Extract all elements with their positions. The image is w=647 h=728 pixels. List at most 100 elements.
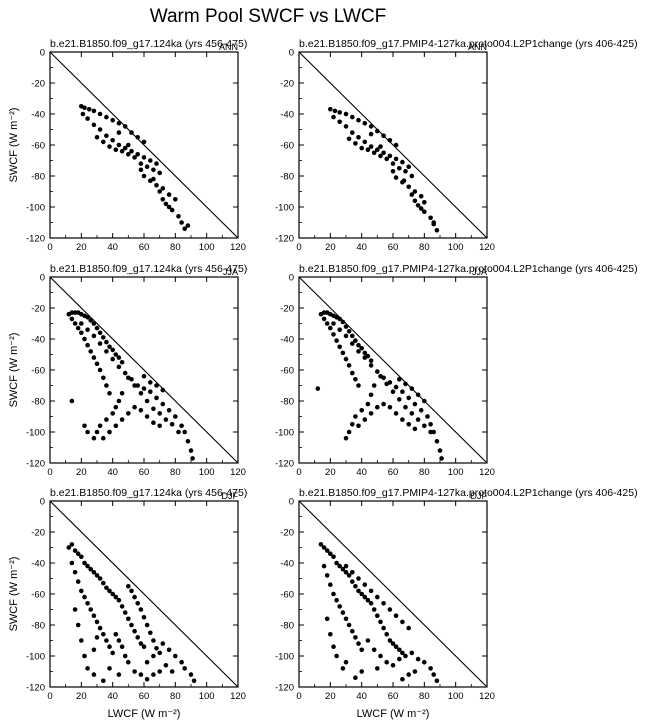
- data-point: [104, 417, 109, 422]
- panel-title: b.e21.B1850.f09_g17.PMIP4-127ka.proto004…: [299, 38, 638, 50]
- data-point: [135, 135, 140, 140]
- data-point: [110, 117, 115, 123]
- x-tick-label: 0: [47, 691, 52, 702]
- data-point: [428, 422, 433, 427]
- data-point: [91, 613, 97, 618]
- data-point: [406, 625, 412, 631]
- data-point: [129, 588, 134, 594]
- data-point: [400, 619, 405, 625]
- data-point: [378, 153, 383, 159]
- y-tick-label: -60: [31, 141, 45, 152]
- data-point: [154, 161, 159, 166]
- data-point: [135, 635, 140, 640]
- data-point: [141, 173, 147, 179]
- y-tick-label: -60: [31, 366, 45, 377]
- data-point: [428, 215, 433, 221]
- data-point: [334, 338, 339, 343]
- data-point: [94, 325, 100, 331]
- data-point: [132, 383, 137, 388]
- x-tick-label: 100: [448, 691, 464, 702]
- data-point: [122, 653, 128, 659]
- data-point: [412, 198, 418, 204]
- data-point: [72, 607, 78, 612]
- data-point: [94, 429, 100, 435]
- x-tick-label: 40: [107, 691, 118, 702]
- y-tick-label: -40: [31, 559, 45, 570]
- data-point: [439, 456, 444, 461]
- data-point: [422, 200, 427, 205]
- x-tick-label: 100: [448, 242, 464, 253]
- data-point: [393, 175, 399, 180]
- data-point: [101, 632, 106, 637]
- y-tick-label: -60: [280, 141, 294, 152]
- scatter-panel-2: 0 20 40 60 80 100 120 0 -20 -40 -60 -80 -100 -120 b.e2…: [275, 38, 638, 253]
- data-point: [368, 392, 374, 398]
- data-point: [79, 330, 84, 336]
- data-point: [107, 429, 112, 435]
- reference-line: [49, 500, 239, 688]
- data-point: [104, 339, 109, 345]
- data-point: [141, 139, 147, 145]
- data-point: [110, 650, 115, 656]
- data-point: [328, 551, 333, 556]
- data-point: [328, 325, 333, 331]
- data-point: [400, 650, 405, 656]
- y-tick-label: -100: [275, 428, 294, 439]
- data-point: [79, 638, 84, 643]
- y-tick-label: -40: [280, 335, 294, 346]
- data-point: [353, 338, 358, 343]
- x-tick-label: 80: [419, 691, 430, 702]
- y-tick-label: -80: [280, 621, 294, 632]
- data-point: [69, 542, 75, 547]
- data-point: [141, 386, 147, 391]
- data-point: [328, 632, 333, 637]
- scatter-panel-6: 0 20 40 60 80 100 120 0 -20 -40 -60 -80 -100 -120 b.e2…: [275, 487, 638, 720]
- data-point: [144, 398, 150, 404]
- data-point: [359, 346, 365, 351]
- data-point: [415, 392, 421, 398]
- season-label: JJA: [223, 267, 238, 277]
- data-point: [85, 563, 90, 569]
- data-point: [107, 666, 112, 671]
- data-point: [384, 632, 390, 637]
- data-point: [85, 327, 90, 333]
- data-point: [179, 659, 184, 665]
- data-point: [337, 119, 343, 125]
- x-tick-label: 40: [356, 691, 367, 702]
- data-point: [110, 347, 115, 353]
- data-point: [390, 641, 396, 646]
- data-point: [113, 404, 119, 410]
- x-tick-label: 0: [47, 242, 52, 253]
- y-tick-label: -100: [26, 652, 45, 663]
- data-point: [334, 597, 339, 603]
- data-point: [179, 220, 184, 225]
- data-point: [185, 439, 191, 444]
- y-tick-label: -120: [26, 234, 45, 245]
- panel-title: b.e21.B1850.f09_g17.124ka (yrs 456-475): [50, 487, 247, 499]
- x-tick-label: 100: [199, 691, 215, 702]
- data-point: [110, 138, 115, 143]
- data-point: [141, 644, 147, 649]
- data-point: [418, 193, 424, 199]
- data-point: [116, 398, 122, 404]
- data-point: [371, 607, 377, 612]
- data-point: [122, 610, 128, 615]
- data-point: [157, 411, 162, 416]
- data-point: [110, 591, 115, 597]
- y-tick-label: -40: [280, 559, 294, 570]
- data-point: [375, 404, 380, 410]
- y-tick-label: -20: [31, 528, 45, 539]
- data-point: [378, 373, 383, 379]
- data-point: [169, 207, 175, 213]
- data-point: [126, 584, 131, 589]
- reference-line: [298, 500, 488, 688]
- data-point: [343, 435, 349, 441]
- data-point: [343, 324, 349, 329]
- data-point: [107, 644, 112, 649]
- data-point: [368, 411, 374, 416]
- x-tick-label: 80: [170, 467, 181, 478]
- season-label: DJF: [471, 491, 488, 501]
- data-point: [182, 429, 187, 435]
- data-point: [129, 130, 134, 135]
- y-tick-label: -80: [31, 621, 45, 632]
